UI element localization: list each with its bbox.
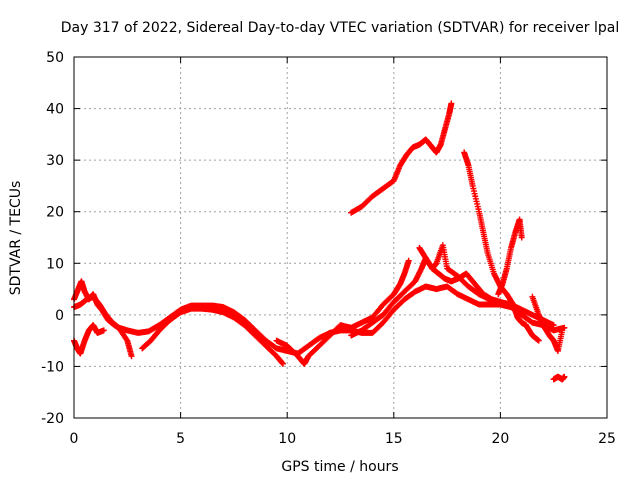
y-tick-label: 0 [55,308,64,324]
data-point [561,373,568,380]
x-tick-label: 10 [278,431,296,447]
data-point [518,234,525,241]
y-axis-label: SDTVAR / TECUs [8,181,24,296]
x-axis-label: GPS time / hours [281,459,398,475]
series-mid-4 [416,244,504,305]
series-late-tail [529,293,566,354]
x-tick-label: 0 [70,431,79,447]
y-axis-ticks: -20 -10 0 10 20 30 40 50 [41,50,607,427]
grid-lines [74,57,607,418]
data-point [535,337,542,344]
data-point [550,322,557,329]
data-point [128,353,135,360]
series-upper-arc [348,100,455,216]
series-early-2 [71,322,107,357]
y-tick-label: 20 [46,205,64,221]
x-axis-ticks: 0 5 10 15 20 25 [70,57,616,447]
data-point [100,327,107,334]
data-point [123,336,130,343]
data-point [448,100,455,107]
data-points [71,100,568,383]
x-tick-label: 20 [491,431,509,447]
data-point [405,257,412,264]
data-point [497,298,504,305]
series-early-3 [71,283,568,357]
chart-title: Day 317 of 2022, Sidereal Day-to-day VTE… [61,20,619,36]
x-tick-label: 25 [598,431,616,447]
series-mid-2 [273,257,412,367]
series-rising-tail [495,216,525,298]
y-tick-label: 10 [46,256,64,272]
data-point [279,360,286,367]
series-end-cluster [550,373,568,383]
data-point [559,327,566,334]
x-tick-label: 5 [176,431,185,447]
series-mid-1 [139,305,286,367]
y-tick-label: 50 [46,50,64,66]
y-tick-label: -10 [41,359,64,375]
y-tick-label: 30 [46,153,64,169]
y-tick-label: 40 [46,102,64,118]
y-tick-label: -20 [41,411,64,427]
plot-frame [73,56,608,419]
x-tick-label: 15 [385,431,403,447]
